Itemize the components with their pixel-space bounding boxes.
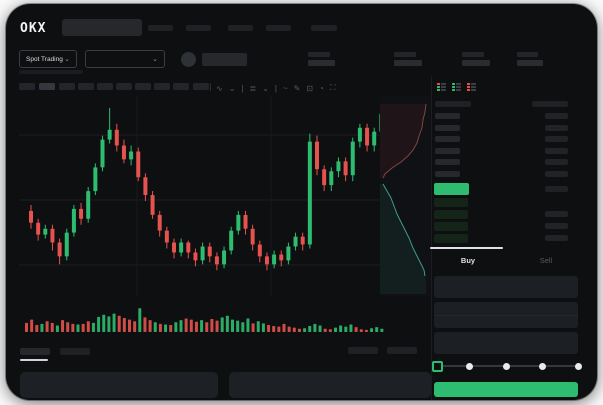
interval-button[interactable] (135, 83, 151, 90)
orderbook-price-header (435, 101, 471, 107)
stat-label-placeholder (394, 52, 416, 57)
bottom-tab-active[interactable] (20, 348, 50, 355)
interval-button[interactable] (97, 83, 113, 90)
orderbook-amount-header (532, 101, 568, 107)
buy-button[interactable] (434, 382, 578, 397)
market-type-label: Spot Trading (26, 55, 63, 63)
last-price-placeholder (202, 53, 247, 66)
chart-range-control[interactable] (348, 347, 378, 354)
draw-tool-icon[interactable]: ✎ (293, 83, 301, 93)
slider-step-dot[interactable] (538, 363, 546, 370)
ask-price-placeholder[interactable] (435, 170, 460, 177)
ask-price-placeholder[interactable] (435, 136, 460, 142)
bid-depth-bar[interactable] (434, 234, 468, 243)
ask-price-placeholder[interactable] (435, 113, 460, 119)
history-icon[interactable]: ◔ (319, 83, 324, 93)
nav-item-placeholder[interactable] (228, 25, 253, 31)
book-bids-icon[interactable] (451, 82, 462, 92)
depth-chart[interactable] (380, 96, 432, 296)
bottom-tab-indicator (20, 359, 48, 361)
orderbook-last-amount (545, 186, 568, 192)
indicator-icon[interactable]: ∿ (216, 83, 223, 93)
interval-button[interactable] (59, 83, 75, 90)
interval-button[interactable] (39, 83, 55, 90)
bid-amount-placeholder (545, 211, 568, 217)
chevron-down-icon[interactable]: ⌄ (228, 83, 236, 93)
interval-button[interactable] (78, 83, 94, 90)
interval-button[interactable] (154, 83, 170, 90)
bid-amount-placeholder (545, 235, 568, 241)
total-input[interactable] (434, 332, 578, 354)
toolbar-divider: | (274, 83, 277, 93)
candlestick-chart[interactable] (19, 96, 385, 336)
history-panel-placeholder (229, 372, 431, 398)
tab-sell[interactable]: Sell (539, 256, 553, 265)
stat-label-placeholder (308, 52, 330, 57)
line-style-icon[interactable]: ~ (282, 83, 288, 93)
interval-button[interactable] (116, 83, 132, 90)
ask-price-placeholder[interactable] (435, 159, 460, 165)
book-asks-icon[interactable] (466, 82, 477, 92)
slider-step-dot[interactable] (465, 363, 473, 370)
toolbar-divider: | (241, 83, 244, 93)
bid-amount-placeholder (545, 223, 568, 229)
nav-item-placeholder[interactable] (148, 25, 173, 31)
interval-button[interactable] (193, 83, 209, 90)
slider-step-dot[interactable] (574, 363, 582, 370)
stat-value-placeholder (462, 60, 490, 66)
ask-amount-placeholder (545, 159, 568, 165)
nav-item-placeholder[interactable] (311, 25, 337, 31)
chart-range-control[interactable] (387, 347, 417, 354)
okx-logo: OKX (20, 21, 47, 36)
active-tab-indicator (430, 247, 503, 249)
orders-panel-placeholder (20, 372, 218, 398)
amount-input[interactable] (434, 302, 578, 328)
panel-divider (431, 76, 432, 400)
search-input[interactable] (62, 19, 142, 36)
stat-label-placeholder (462, 52, 484, 57)
nav-item-placeholder[interactable] (266, 25, 291, 31)
candle-style-icon[interactable]: ≣ (249, 83, 257, 93)
pair-select[interactable]: ⌄ (85, 50, 165, 68)
pair-info-placeholder (19, 70, 83, 74)
bid-depth-bar[interactable] (434, 210, 468, 219)
nav-item-placeholder[interactable] (186, 25, 211, 31)
input-divider (434, 315, 578, 316)
interval-button[interactable] (19, 83, 35, 90)
chevron-down-icon: ⌄ (64, 55, 70, 63)
stat-value-placeholder (308, 60, 335, 66)
price-input[interactable] (434, 276, 578, 298)
chart-toolbar-icons: ∿ ⌄ | ≣ ⌄ | ~ ✎ ⊡ ◔ ⛶ (216, 83, 336, 93)
bid-depth-bar[interactable] (434, 198, 468, 207)
ask-amount-placeholder (545, 147, 568, 154)
fullscreen-icon[interactable]: ⛶ (329, 83, 336, 92)
amount-slider-handle[interactable] (432, 361, 443, 372)
market-type-select[interactable]: Spot Trading ⌄ (19, 50, 77, 68)
bid-depth-bar[interactable] (434, 222, 468, 231)
stat-value-placeholder (517, 60, 543, 66)
book-both-icon[interactable] (436, 82, 447, 92)
ask-amount-placeholder (545, 136, 568, 142)
interval-button[interactable] (173, 83, 189, 90)
toolbar-divider (210, 83, 211, 91)
pair-coin-icon (181, 52, 196, 67)
ask-price-placeholder[interactable] (435, 147, 460, 154)
stat-label-placeholder (517, 52, 538, 57)
ask-amount-placeholder (545, 113, 568, 119)
ask-price-placeholder[interactable] (435, 124, 460, 131)
screenshot-icon[interactable]: ⊡ (306, 83, 314, 93)
tab-buy[interactable]: Buy (460, 256, 476, 265)
chevron-down-icon[interactable]: ⌄ (262, 83, 269, 93)
stat-value-placeholder (394, 60, 422, 66)
slider-step-dot[interactable] (502, 363, 510, 370)
ask-amount-placeholder (545, 124, 568, 131)
ask-amount-placeholder (545, 170, 568, 177)
app-window: OKX Spot Trading ⌄ ⌄ ∿ ⌄ | ≣ ⌄ | ~ ✎ ⊡ ◔ ⛶ Buy Sel… (6, 4, 597, 400)
bottom-tab[interactable] (60, 348, 90, 355)
orderbook-last-price[interactable] (434, 183, 469, 195)
chevron-down-icon: ⌄ (152, 55, 158, 63)
